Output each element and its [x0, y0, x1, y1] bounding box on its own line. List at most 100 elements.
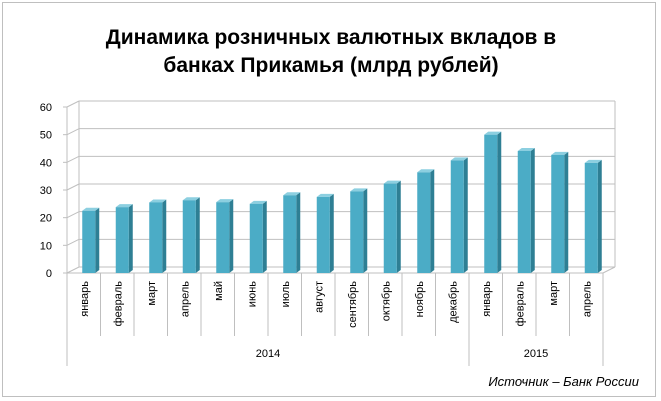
bar-front — [417, 172, 431, 273]
bar-side — [564, 151, 569, 273]
bar-top — [517, 147, 535, 151]
bar-side — [262, 200, 267, 273]
gridline-diagonal — [66, 183, 80, 191]
bar — [417, 169, 435, 273]
bar — [283, 192, 301, 273]
bar-top — [484, 131, 502, 135]
y-tick-label: 10 — [40, 240, 52, 252]
bar-front — [383, 183, 397, 273]
bar — [584, 159, 602, 273]
source-note: Источник – Банк России — [488, 374, 639, 389]
y-tick-label: 60 — [40, 102, 52, 114]
y-tick-label: 50 — [40, 130, 52, 142]
category-label: апрель — [179, 281, 191, 317]
bar-side — [95, 207, 100, 273]
category-label: ноябрь — [414, 281, 426, 318]
category-label: апрель — [581, 281, 593, 317]
category-label: октябрь — [380, 281, 392, 321]
bar-side — [162, 199, 167, 273]
gridline-diagonal — [66, 238, 80, 246]
bar-top — [551, 151, 569, 155]
bar — [149, 199, 167, 273]
bar — [383, 180, 401, 273]
y-tick-label: 30 — [40, 185, 52, 197]
category-label: январь — [481, 281, 493, 317]
bar-top — [350, 188, 368, 192]
chart-title-line-1: Динамика розничных валютных вкладов в — [106, 26, 557, 49]
bar-front — [517, 150, 531, 273]
category-label: декабрь — [447, 281, 459, 323]
gridline-diagonal — [66, 266, 80, 274]
group-label: 2015 — [524, 348, 548, 360]
bar-top — [584, 159, 602, 163]
floor-right-edge — [602, 266, 616, 274]
category-label: август — [313, 281, 325, 313]
category-label: март — [146, 281, 158, 306]
bar-side — [430, 169, 435, 273]
category-label: июнь — [246, 281, 258, 307]
bar-top — [115, 204, 133, 208]
bar — [450, 157, 468, 273]
bar — [182, 197, 200, 273]
bar-side — [229, 199, 234, 273]
bar-front — [249, 203, 263, 273]
y-tick-label: 20 — [40, 213, 52, 225]
gridline-diagonal — [66, 100, 80, 108]
bar-side — [296, 192, 301, 273]
bar-front — [82, 210, 96, 273]
bar-front — [484, 134, 498, 273]
bar-top — [182, 197, 200, 201]
group-label: 2014 — [256, 348, 280, 360]
bar-top — [82, 207, 100, 211]
bar-side — [396, 180, 401, 273]
bar-front — [316, 196, 330, 273]
bars — [82, 131, 602, 273]
bar-front — [551, 154, 565, 273]
bar-side — [597, 159, 602, 273]
bar — [82, 207, 100, 273]
bar-top — [249, 200, 267, 204]
bar — [484, 131, 502, 273]
bar-front — [216, 202, 230, 273]
category-label: январь — [79, 281, 91, 317]
bar-side — [128, 204, 133, 273]
bar-top — [149, 199, 167, 203]
chart-title-line-2: банках Прикамья (млрд рублей) — [163, 54, 498, 77]
category-label: май — [213, 281, 225, 301]
gridline-diagonal — [66, 155, 80, 163]
bar — [115, 204, 133, 273]
bar-front — [350, 191, 364, 273]
bar — [350, 188, 368, 273]
gridline-diagonal — [66, 211, 80, 219]
bar-top — [417, 169, 435, 173]
bar-side — [463, 157, 468, 273]
bar-front — [115, 207, 129, 273]
bar-top — [316, 193, 334, 197]
bar-top — [383, 180, 401, 184]
bar-side — [329, 193, 334, 273]
y-tick-label: 40 — [40, 157, 52, 169]
bar-side — [497, 131, 502, 273]
y-tick-label: 0 — [46, 268, 52, 280]
bar — [517, 147, 535, 273]
category-label: март — [548, 281, 560, 306]
bar-front — [584, 162, 598, 273]
bar — [216, 199, 234, 273]
category-label: июль — [280, 281, 292, 308]
bar-side — [530, 147, 535, 273]
y-axis-tick-labels: 0 10 20 30 40 50 60 — [40, 102, 67, 280]
bar-top — [283, 192, 301, 196]
bar-front — [283, 195, 297, 273]
bar-front — [450, 160, 464, 273]
bar-top — [450, 157, 468, 161]
bar — [551, 151, 569, 273]
category-label: февраль — [514, 281, 526, 327]
chart-frame — [2, 2, 656, 397]
bar-side — [195, 197, 200, 273]
bar-front — [149, 202, 163, 273]
bar-side — [363, 188, 368, 273]
category-axis: январь февраль март апрель май июнь июль август… — [66, 273, 604, 366]
category-label: февраль — [112, 281, 124, 327]
